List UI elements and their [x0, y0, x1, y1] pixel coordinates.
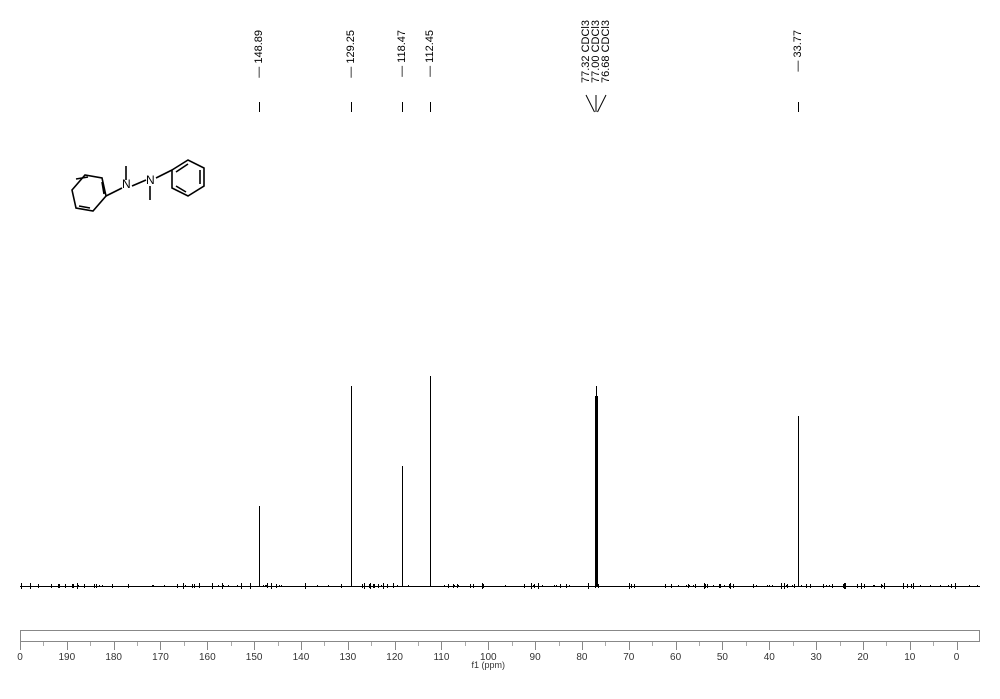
x-tick: [535, 642, 536, 650]
x-tick: [769, 642, 770, 650]
molecular-structure: N N: [60, 130, 220, 240]
peak-label: — 112.45: [424, 30, 436, 77]
x-tick-label: 150: [246, 652, 263, 663]
x-tick-minor: [605, 642, 606, 646]
x-tick-label: 190: [58, 652, 75, 663]
peak-marker: [798, 102, 799, 112]
solvent-peak-line: [597, 396, 598, 586]
x-tick: [67, 642, 68, 650]
x-tick-label: 80: [576, 652, 587, 663]
x-tick-minor: [278, 642, 279, 646]
x-axis-box: [20, 630, 980, 642]
x-tick-label: 60: [670, 652, 681, 663]
x-tick: [254, 642, 255, 650]
peak-line: [430, 376, 431, 586]
x-tick-minor: [746, 642, 747, 646]
solvent-peak-label: 76.68 CDCl3: [600, 20, 612, 83]
x-tick-label: 0: [954, 652, 960, 663]
x-tick-minor: [465, 642, 466, 646]
x-tick-minor: [793, 642, 794, 646]
x-tick: [722, 642, 723, 650]
peak-label: — 148.89: [253, 30, 265, 78]
x-tick: [629, 642, 630, 650]
x-tick: [676, 642, 677, 650]
x-tick: [20, 642, 21, 650]
x-tick-minor: [418, 642, 419, 646]
x-tick-label: 170: [152, 652, 169, 663]
structure-svg: N N: [60, 130, 220, 240]
x-tick-label: 20: [857, 652, 868, 663]
atom-n2: N: [146, 173, 155, 187]
atom-n1: N: [122, 177, 131, 191]
peak-marker: [259, 102, 260, 112]
x-tick-label: 110: [433, 652, 449, 663]
x-tick-label: 10: [904, 652, 915, 663]
x-tick-label: 40: [764, 652, 775, 663]
x-tick-label: 120: [386, 652, 403, 663]
x-tick-minor: [43, 642, 44, 646]
x-tick: [910, 642, 911, 650]
x-tick-minor: [886, 642, 887, 646]
solvent-bracket-line: [0, 0, 1000, 699]
solvent-bracket-line: [0, 0, 1000, 699]
x-tick: [582, 642, 583, 650]
x-tick: [863, 642, 864, 650]
x-tick-label: 90: [530, 652, 541, 663]
x-tick-label: 160: [199, 652, 216, 663]
x-tick-label: 50: [717, 652, 728, 663]
peak-line: [351, 386, 352, 586]
x-tick-label: 70: [623, 652, 634, 663]
x-tick-minor: [371, 642, 372, 646]
x-tick-minor: [137, 642, 138, 646]
x-tick: [301, 642, 302, 650]
x-tick: [395, 642, 396, 650]
peak-label: — 33.77: [792, 30, 804, 72]
solvent-bracket-line: [0, 0, 1000, 699]
peak-marker: [402, 102, 403, 112]
peak-marker: [351, 102, 352, 112]
x-tick: [816, 642, 817, 650]
peak-line: [402, 466, 403, 586]
x-tick: [207, 642, 208, 650]
x-tick-minor: [652, 642, 653, 646]
x-tick: [488, 642, 489, 650]
x-tick-minor: [512, 642, 513, 646]
x-tick: [348, 642, 349, 650]
x-tick-label: 180: [105, 652, 122, 663]
x-tick-minor: [184, 642, 185, 646]
x-tick-minor: [840, 642, 841, 646]
x-tick: [114, 642, 115, 650]
peak-label: — 118.47: [396, 30, 408, 77]
x-tick-minor: [90, 642, 91, 646]
x-tick: [957, 642, 958, 650]
x-tick-label: 140: [293, 652, 310, 663]
x-tick-minor: [324, 642, 325, 646]
x-tick-minor: [559, 642, 560, 646]
x-tick-minor: [231, 642, 232, 646]
x-tick-minor: [933, 642, 934, 646]
x-tick-label: 130: [339, 652, 356, 663]
peak-line: [798, 416, 799, 586]
x-tick-label: 0: [17, 652, 23, 663]
x-tick-label: 100: [480, 652, 497, 663]
x-tick-minor: [699, 642, 700, 646]
x-tick: [160, 642, 161, 650]
peak-marker: [430, 102, 431, 112]
x-tick-label: 30: [811, 652, 822, 663]
peak-label: — 129.25: [345, 30, 357, 78]
peak-line: [259, 506, 260, 586]
x-tick: [441, 642, 442, 650]
